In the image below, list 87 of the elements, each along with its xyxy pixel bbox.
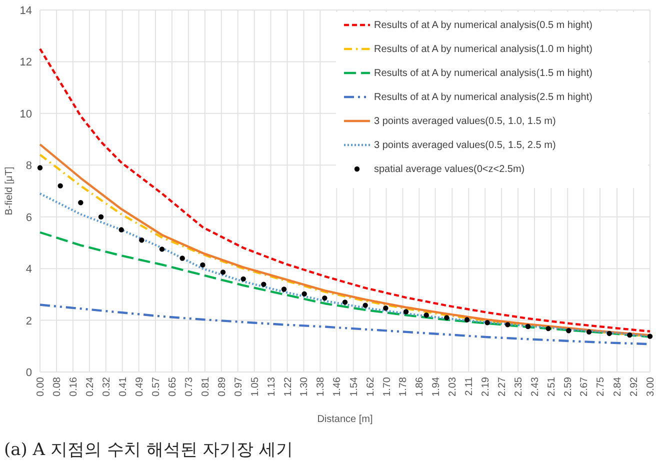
legend-label: Results of at A by numerical analysis(1.5 m hight): [374, 68, 592, 79]
x-tick-label: 2.03: [448, 376, 459, 396]
legend-label: spatial average values(0<z<2.5m): [374, 164, 525, 175]
y-tick-label: 6: [26, 212, 32, 224]
point: [322, 295, 328, 301]
x-tick-label: 2.59: [563, 376, 574, 396]
point: [362, 302, 368, 308]
point: [78, 200, 84, 206]
x-tick-label: 0.00: [36, 376, 46, 396]
point: [180, 256, 185, 261]
point: [464, 317, 470, 322]
point: [484, 320, 490, 326]
x-tick-label: 1.62: [365, 376, 376, 396]
point: [139, 238, 144, 243]
x-tick-label: 1.54: [348, 376, 360, 396]
point: [403, 309, 409, 314]
legend-label: 3 points averaged values(0.5, 1.5, 2.5 m): [374, 140, 556, 151]
point: [261, 282, 266, 287]
x-tick-label: 0.89: [216, 376, 228, 396]
x-tick-label: 2.35: [514, 376, 525, 396]
x-tick-label: 0.24: [84, 376, 96, 396]
x-tick-label: 0.49: [134, 376, 146, 396]
x-tick-label: 2.92: [629, 376, 640, 396]
x-tick-label: 2.11: [464, 376, 476, 396]
point: [302, 291, 307, 297]
x-tick-label: 2.19: [480, 376, 492, 396]
point: [424, 312, 429, 318]
point: [342, 300, 348, 305]
legend-label: Results of at A by numerical analysis(1.0 m hight): [374, 44, 592, 55]
x-tick-label: 1.05: [250, 376, 261, 396]
y-tick-label: 8: [26, 160, 32, 172]
x-tick-label: 2.84: [612, 376, 624, 396]
x-tick-label: 2.43: [530, 376, 542, 396]
legend-label: Results of at A by numerical analysis(2.5 m hight): [374, 92, 592, 103]
text: (a) A 지점의 수치 해석된 자기장 세기: [4, 440, 294, 460]
point: [118, 227, 124, 232]
x-tick-label: 1.70: [382, 376, 393, 396]
x-tick-label: 0.97: [233, 376, 244, 396]
y-tick-label: 10: [20, 108, 32, 120]
point: [566, 328, 572, 334]
point: [159, 246, 165, 252]
legend-label: Results of at A by numerical analysis(0.5 m hight): [374, 20, 592, 31]
point: [240, 276, 246, 282]
point: [281, 286, 287, 292]
x-tick-label: 1.22: [282, 376, 294, 396]
point: [220, 270, 226, 275]
point: [200, 262, 206, 268]
x-tick-label: 1.86: [414, 376, 426, 396]
point: [58, 183, 63, 188]
y-tick-label: 0: [26, 367, 32, 379]
y-tick-label: 14: [20, 5, 32, 17]
y-tick-label: 12: [20, 56, 32, 69]
point: [37, 165, 43, 170]
x-tick-label: 1.78: [398, 376, 410, 396]
point: [98, 214, 104, 220]
x-tick-label: 0.41: [118, 376, 129, 396]
x-tick-label: 0.57: [150, 376, 162, 396]
point: [627, 332, 632, 338]
x-axis-title: Distance [m]: [317, 414, 374, 425]
point: [546, 326, 551, 332]
x-tick-label: 1.13: [266, 376, 278, 396]
x-tick-label: 1.30: [299, 376, 310, 396]
y-axis-title: B-field [μT]: [4, 166, 15, 216]
y-tick-label: 2: [26, 315, 32, 328]
point: [444, 315, 450, 320]
point: [525, 324, 531, 330]
x-tick-label: 0.08: [52, 376, 63, 396]
x-tick-label: 2.51: [546, 376, 558, 396]
x-tick-label: 3.00: [646, 376, 656, 396]
point: [505, 322, 510, 328]
x-tick-label: 0.32: [101, 376, 112, 396]
point: [383, 306, 388, 311]
point: [586, 329, 592, 335]
x-tick-label: 2.27: [497, 376, 508, 396]
x-tick-label: 0.73: [184, 376, 195, 396]
y-tick-label: 4: [26, 264, 32, 276]
x-tick-label: 2.67: [579, 376, 590, 396]
point: [606, 330, 612, 336]
x-tick-label: 1.94: [430, 376, 442, 396]
point: [647, 334, 653, 339]
x-tick-label: 0.81: [200, 376, 212, 396]
x-tick-label: 0.65: [167, 376, 178, 396]
x-tick-label: 1.46: [332, 376, 344, 396]
x-tick-label: 0.16: [68, 376, 80, 396]
legend-label: 3 points averaged values(0.5, 1.0, 1.5 m): [374, 116, 556, 127]
x-tick-label: 1.38: [316, 376, 327, 396]
x-tick-label: 2.75: [595, 376, 606, 396]
